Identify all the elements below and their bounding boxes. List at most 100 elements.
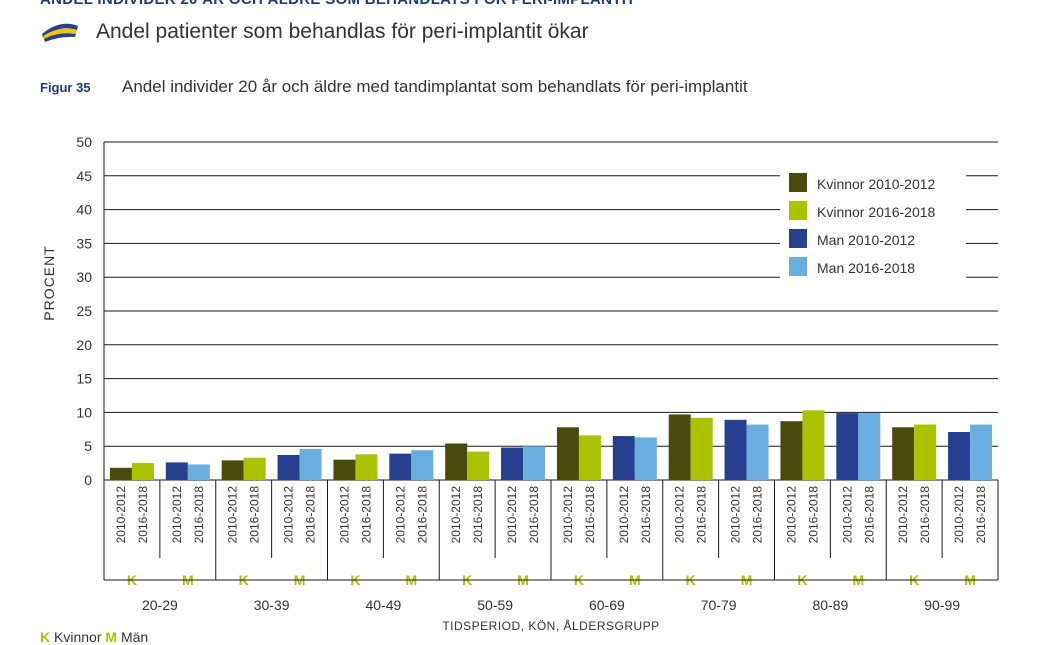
bar bbox=[187, 464, 210, 480]
period-label: 2016-2018 bbox=[918, 486, 932, 544]
period-label: 2010-2012 bbox=[337, 486, 351, 544]
y-axis-label: PROCENT bbox=[41, 245, 57, 320]
period-label: 2016-2018 bbox=[695, 486, 709, 544]
period-label: 2016-2018 bbox=[806, 486, 820, 544]
legend-label: Man 2016-2018 bbox=[817, 260, 915, 276]
legend-swatch bbox=[789, 257, 807, 276]
bar bbox=[501, 447, 524, 480]
x-tick-label: 80-89 bbox=[812, 597, 848, 613]
legend-label: Man 2010-2012 bbox=[817, 232, 915, 248]
footer-k-text: Kvinnor bbox=[54, 629, 102, 645]
period-label: 2016-2018 bbox=[192, 486, 206, 544]
period-label: 2010-2012 bbox=[393, 486, 407, 544]
bar bbox=[948, 432, 971, 480]
bar bbox=[445, 443, 468, 480]
period-label: 2010-2012 bbox=[784, 486, 798, 544]
y-tick-label: 40 bbox=[76, 202, 92, 218]
bar bbox=[634, 437, 657, 480]
bar bbox=[523, 446, 546, 480]
legend-swatch bbox=[789, 201, 807, 220]
period-label: 2016-2018 bbox=[471, 486, 485, 544]
bar bbox=[556, 427, 579, 480]
period-label: 2016-2018 bbox=[974, 486, 988, 544]
x-tick-label: 30-39 bbox=[254, 597, 290, 613]
period-label: 2010-2012 bbox=[505, 486, 519, 544]
legend-swatch bbox=[789, 173, 807, 192]
period-label: 2010-2012 bbox=[729, 486, 743, 544]
period-label: 2010-2012 bbox=[114, 486, 128, 544]
period-label: 2016-2018 bbox=[527, 486, 541, 544]
bar bbox=[109, 467, 132, 480]
figure-caption: Andel individer 20 år och äldre med tand… bbox=[122, 77, 748, 96]
footer-legend: K Kvinnor M Män bbox=[40, 629, 148, 645]
period-label: 2010-2012 bbox=[282, 486, 296, 544]
bar bbox=[333, 459, 356, 480]
period-label: 2010-2012 bbox=[226, 486, 240, 544]
legend-label: Kvinnor 2016-2018 bbox=[817, 204, 936, 220]
bar bbox=[411, 450, 434, 480]
period-label: 2010-2012 bbox=[952, 486, 966, 544]
period-label: 2010-2012 bbox=[170, 486, 184, 544]
bar bbox=[467, 451, 490, 480]
bar bbox=[243, 457, 266, 480]
bar bbox=[165, 462, 188, 480]
x-tick-label: 40-49 bbox=[365, 597, 401, 613]
period-label: 2010-2012 bbox=[840, 486, 854, 544]
y-tick-label: 25 bbox=[76, 303, 92, 319]
period-label: 2010-2012 bbox=[617, 486, 631, 544]
y-tick-label: 0 bbox=[84, 472, 92, 488]
bar bbox=[690, 417, 713, 480]
bar bbox=[578, 435, 601, 480]
bar bbox=[668, 414, 691, 480]
y-tick-label: 10 bbox=[76, 404, 92, 420]
period-label: 2010-2012 bbox=[561, 486, 575, 544]
footer-k-key: K bbox=[40, 629, 51, 645]
legend-swatch bbox=[789, 229, 807, 248]
legend-label: Kvinnor 2010-2012 bbox=[817, 176, 936, 192]
period-label: 2010-2012 bbox=[896, 486, 910, 544]
bar bbox=[802, 410, 825, 480]
y-tick-label: 20 bbox=[76, 337, 92, 353]
period-label: 2016-2018 bbox=[415, 486, 429, 544]
y-tick-label: 30 bbox=[76, 269, 92, 285]
period-label: 2016-2018 bbox=[136, 486, 150, 544]
bar bbox=[836, 413, 859, 480]
y-tick-label: 15 bbox=[76, 371, 92, 387]
bar bbox=[858, 413, 881, 480]
x-tick-label: 20-29 bbox=[142, 597, 178, 613]
bar bbox=[131, 463, 154, 480]
bar bbox=[299, 448, 322, 480]
bar bbox=[277, 454, 300, 480]
period-label: 2016-2018 bbox=[751, 486, 765, 544]
bar bbox=[355, 454, 378, 480]
period-label: 2016-2018 bbox=[304, 486, 318, 544]
bar bbox=[780, 421, 803, 480]
period-label: 2016-2018 bbox=[583, 486, 597, 544]
bar bbox=[914, 424, 937, 480]
period-label: 2010-2012 bbox=[449, 486, 463, 544]
x-tick-label: 50-59 bbox=[477, 597, 513, 613]
period-label: 2016-2018 bbox=[359, 486, 373, 544]
section-title: Andel patienter som behandlas för peri-i… bbox=[96, 20, 589, 43]
bar bbox=[892, 427, 915, 480]
y-tick-label: 45 bbox=[76, 168, 92, 184]
y-tick-label: 50 bbox=[76, 134, 92, 150]
footer-m-key: M bbox=[105, 629, 118, 645]
period-label: 2016-2018 bbox=[248, 486, 262, 544]
stripe-logo-icon bbox=[42, 23, 78, 42]
page-header-text: ANDEL INDIVIDER 20 ÅR OCH ÄLDRE SOM BEHA… bbox=[40, 0, 636, 8]
bar bbox=[612, 436, 635, 480]
period-label: 2016-2018 bbox=[862, 486, 876, 544]
x-tick-label: 90-99 bbox=[924, 597, 960, 613]
y-tick-label: 5 bbox=[84, 438, 92, 454]
figure-label: Figur 35 bbox=[40, 80, 91, 95]
bar bbox=[746, 424, 769, 480]
bar bbox=[970, 424, 993, 480]
period-label: 2016-2018 bbox=[639, 486, 653, 544]
period-label: 2010-2012 bbox=[673, 486, 687, 544]
footer-m-text: Män bbox=[120, 629, 149, 645]
x-tick-label: 70-79 bbox=[701, 597, 737, 613]
bar bbox=[389, 453, 412, 480]
legend-background bbox=[780, 166, 966, 286]
